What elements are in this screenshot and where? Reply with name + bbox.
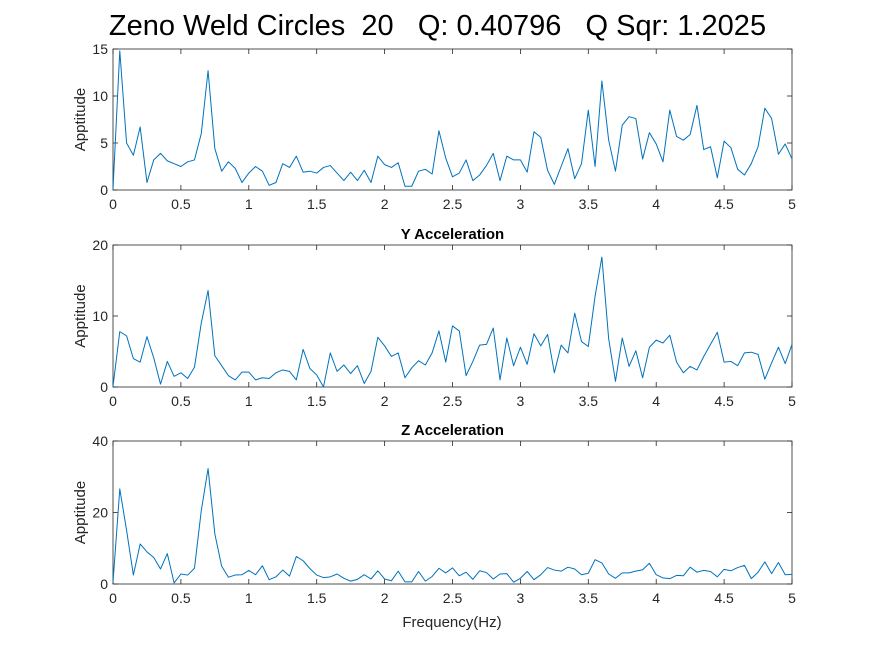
x-tick-label: 0.5 — [171, 393, 191, 409]
z-acceleration-panel: 0 0.5 1 1.5 2 2.5 3 3.5 4 4.5 5 0 20 40 Apptitude Z Acc… — [72, 422, 796, 606]
x-tick-label: 2 — [381, 590, 389, 606]
x-tick-label: 0 — [109, 393, 117, 409]
x-tick-label: 1 — [245, 196, 253, 212]
x-tick-label: 5 — [788, 196, 796, 212]
figure-title: Zeno Weld Circles 20 Q: 0.40796 Q Sqr: 1… — [108, 10, 767, 42]
x-tick-label: 2 — [381, 196, 389, 212]
x-tick-label: 2.5 — [443, 196, 463, 212]
y-tick-label: 0 — [100, 379, 108, 395]
panel-title: Y Acceleration — [401, 226, 504, 243]
x-tick-label: 4 — [652, 196, 660, 212]
x-tick-label: 4 — [652, 590, 660, 606]
plot-area — [112, 48, 793, 191]
x-tick-label: 2.5 — [443, 393, 463, 409]
y-axis-label: Apptitude — [72, 481, 89, 544]
y-tick-label: 10 — [92, 308, 108, 324]
x-tick-label: 4.5 — [714, 590, 734, 606]
series-line — [112, 256, 793, 388]
x-tick-label: 3.5 — [579, 393, 599, 409]
x-tick-label: 4 — [652, 393, 660, 409]
y-tick-label: 5 — [100, 135, 108, 151]
y-axis-label: Apptitude — [72, 284, 89, 347]
x-tick-label: 1.5 — [307, 196, 327, 212]
y-tick-label: 0 — [100, 182, 108, 198]
y-tick-label: 20 — [92, 505, 108, 521]
plot-area — [112, 440, 793, 585]
x-tick-label: 3.5 — [579, 196, 599, 212]
x-tick-label: 1 — [245, 393, 253, 409]
plot-area — [112, 244, 793, 388]
x-tick-label: 5 — [788, 393, 796, 409]
x-tick-label: 0.5 — [171, 196, 191, 212]
y-tick-label: 40 — [92, 433, 108, 449]
x-tick-label: 4.5 — [714, 393, 734, 409]
x-tick-label: 3 — [517, 393, 525, 409]
x-acceleration-panel: 0 0.5 1 1.5 2 2.5 3 3.5 4 4.5 5 0 5 10 15 Apptitude — [72, 41, 796, 212]
x-tick-label: 5 — [788, 590, 796, 606]
y-tick-label: 20 — [92, 237, 108, 253]
series-line — [112, 468, 793, 584]
x-tick-label: 1.5 — [307, 590, 327, 606]
y-axis-label: Apptitude — [72, 88, 89, 151]
x-tick-label: 3.5 — [579, 590, 599, 606]
y-tick-label: 15 — [92, 41, 108, 57]
series-line — [112, 50, 793, 190]
x-tick-label: 1.5 — [307, 393, 327, 409]
panel-title: Z Acceleration — [401, 422, 504, 439]
x-tick-label: 0 — [109, 590, 117, 606]
y-acceleration-panel: 0 0.5 1 1.5 2 2.5 3 3.5 4 4.5 5 0 10 20 Apptitude Y Acc… — [72, 226, 796, 409]
x-tick-label: 0.5 — [171, 590, 191, 606]
x-tick-label: 0 — [109, 196, 117, 212]
y-tick-label: 10 — [92, 88, 108, 104]
x-axis-label: Frequency(Hz) — [402, 614, 501, 631]
x-tick-label: 2.5 — [443, 590, 463, 606]
y-tick-label: 0 — [100, 576, 108, 592]
x-tick-label: 2 — [381, 393, 389, 409]
x-tick-label: 4.5 — [714, 196, 734, 212]
x-tick-label: 1 — [245, 590, 253, 606]
x-tick-label: 3 — [517, 196, 525, 212]
x-tick-label: 3 — [517, 590, 525, 606]
